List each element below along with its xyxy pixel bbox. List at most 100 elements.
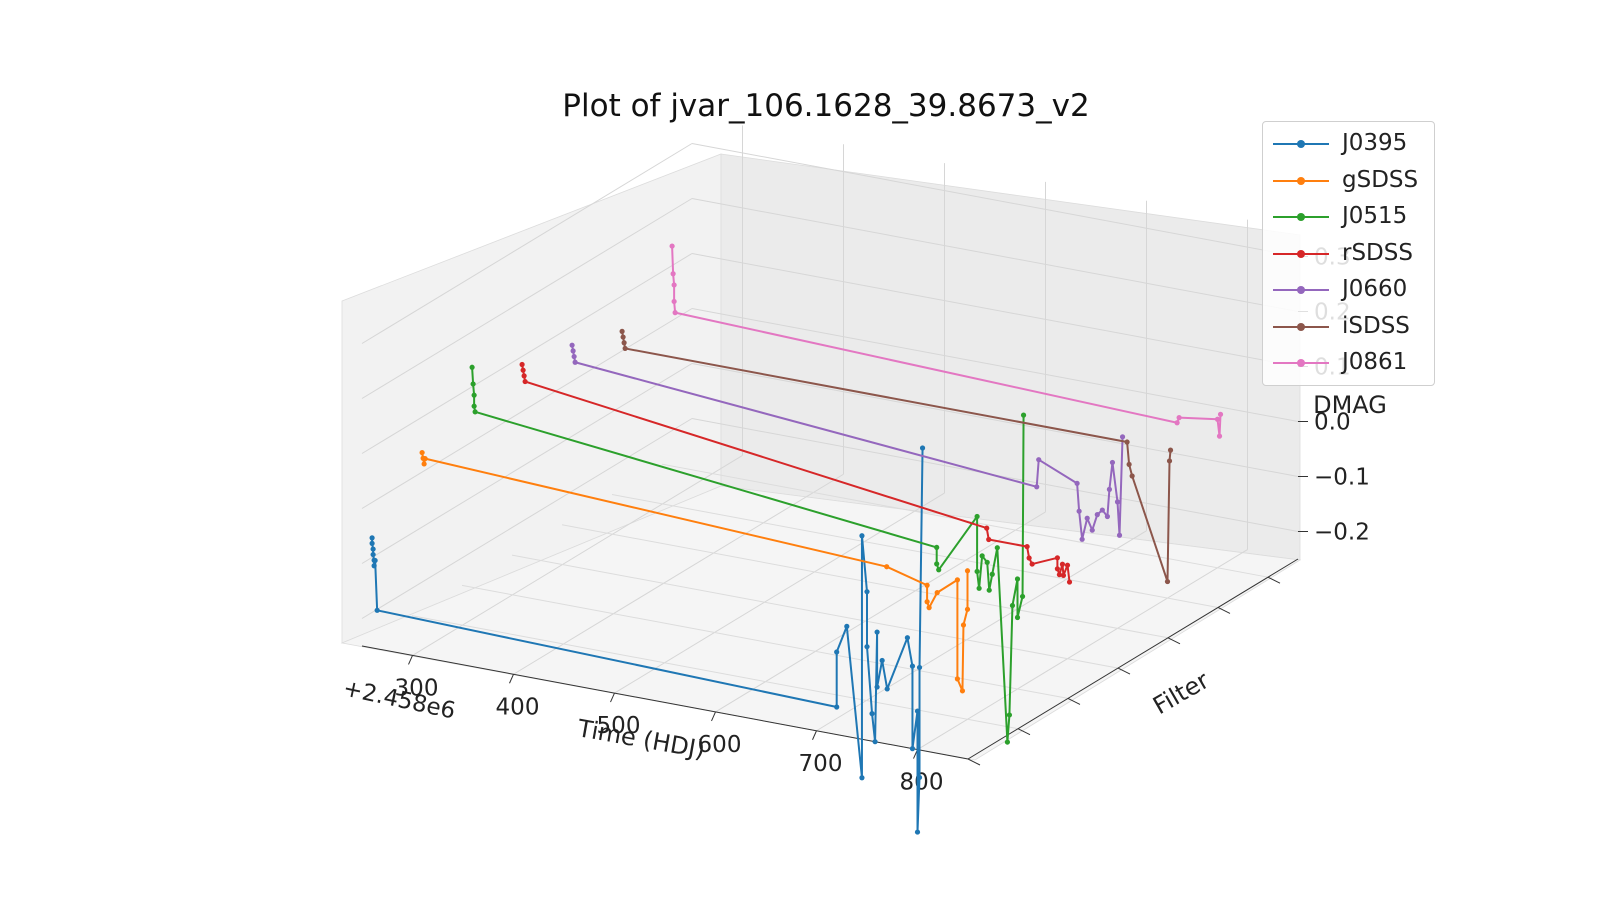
data-point (1054, 566, 1060, 572)
grid-line-z-back (361, 363, 693, 564)
legend-item: gSDSS (1263, 162, 1434, 198)
series-line (621, 331, 1172, 583)
data-point (919, 445, 926, 451)
data-point (986, 536, 992, 543)
data-point (884, 564, 890, 570)
data-point (934, 544, 940, 551)
data-point (1166, 458, 1173, 464)
data-point (1020, 412, 1027, 418)
z-tick-label: −0.1 (1314, 465, 1370, 491)
data-point (1014, 576, 1021, 582)
data-point (954, 577, 961, 583)
data-point (976, 585, 982, 591)
series-J0861 (669, 243, 1224, 439)
data-point (964, 568, 971, 574)
x-tick-mark (610, 692, 615, 703)
grid-line-z-side (691, 308, 1299, 422)
data-point (471, 403, 477, 409)
legend-swatch-marker (1297, 359, 1305, 367)
legend-swatch-marker (1297, 249, 1305, 258)
data-point (926, 605, 932, 611)
data-point (621, 340, 627, 346)
data-point (1026, 555, 1032, 561)
legend-swatch-marker (1297, 213, 1305, 221)
data-point (960, 622, 967, 628)
data-point (369, 535, 375, 541)
data-point (422, 456, 428, 462)
data-point (964, 606, 971, 612)
legend-swatch-marker (1297, 140, 1305, 148)
data-point (844, 623, 850, 630)
data-point (1014, 614, 1021, 621)
data-point (622, 345, 628, 352)
data-point (1104, 513, 1110, 520)
data-point (1074, 480, 1080, 486)
series-gSDSS (419, 449, 971, 694)
series-line (671, 246, 1222, 438)
data-point (924, 599, 930, 605)
filter-tick-mark (1017, 728, 1031, 736)
legend-item: J0861 (1263, 344, 1434, 380)
filter-tick-mark (1217, 607, 1231, 614)
data-point (520, 367, 526, 373)
data-point (974, 513, 980, 520)
data-point (874, 684, 880, 690)
grid-line-filter (461, 584, 1069, 699)
grid-line-z-back (361, 308, 693, 509)
data-point (909, 663, 916, 669)
filter-tick-mark (1117, 667, 1131, 675)
filter-tick-mark (1167, 637, 1181, 645)
data-point (864, 589, 870, 595)
legend-item: iSDSS (1263, 308, 1434, 344)
data-point (1106, 486, 1113, 492)
filter-tick-mark (1267, 576, 1281, 584)
grid-lines (361, 125, 1299, 760)
x-tick-label: 500 (597, 713, 641, 739)
data-point (1126, 461, 1132, 468)
data-point (834, 704, 840, 710)
data-point (884, 686, 890, 692)
data-point (1217, 411, 1224, 417)
data-point (370, 551, 376, 558)
data-point (619, 328, 625, 334)
data-point (1059, 561, 1066, 567)
legend-swatch-marker (1297, 322, 1305, 331)
data-point (1129, 473, 1135, 479)
data-point (924, 582, 930, 588)
series-layer (369, 243, 1224, 835)
series-J0395 (369, 445, 926, 835)
data-point (1064, 562, 1071, 568)
series-iSDSS (619, 328, 1174, 585)
legend-swatch-marker (1297, 286, 1305, 294)
grid-line-x-floor (513, 473, 844, 675)
data-point (1176, 415, 1182, 421)
data-point (1119, 434, 1126, 440)
grid-line-z-back (361, 198, 693, 399)
x-tick-mark (812, 730, 817, 740)
series-line (521, 364, 1071, 583)
data-point (1034, 484, 1040, 490)
dmag-axis-label: DMAG (1313, 391, 1387, 419)
data-point (1006, 712, 1013, 718)
data-point (959, 688, 966, 694)
grid-line-filter (611, 493, 1219, 608)
data-point (859, 533, 865, 539)
data-point (1056, 572, 1063, 578)
data-point (879, 657, 885, 664)
data-point (572, 359, 578, 365)
grid-line-z-side (691, 253, 1299, 367)
data-point (1116, 532, 1123, 538)
legend-item: J0515 (1263, 198, 1434, 234)
x-tick-label: 300 (395, 675, 439, 701)
data-point (421, 461, 427, 467)
grid-line-z-side (691, 363, 1299, 477)
grid-line-x-floor (614, 492, 945, 694)
data-point (571, 353, 577, 360)
grid-line-z-back (361, 418, 693, 619)
grid-line-z-side (691, 198, 1299, 312)
data-point (834, 649, 840, 655)
data-point (370, 546, 376, 552)
data-point (864, 644, 870, 650)
data-point (670, 271, 676, 277)
data-point (569, 342, 575, 348)
